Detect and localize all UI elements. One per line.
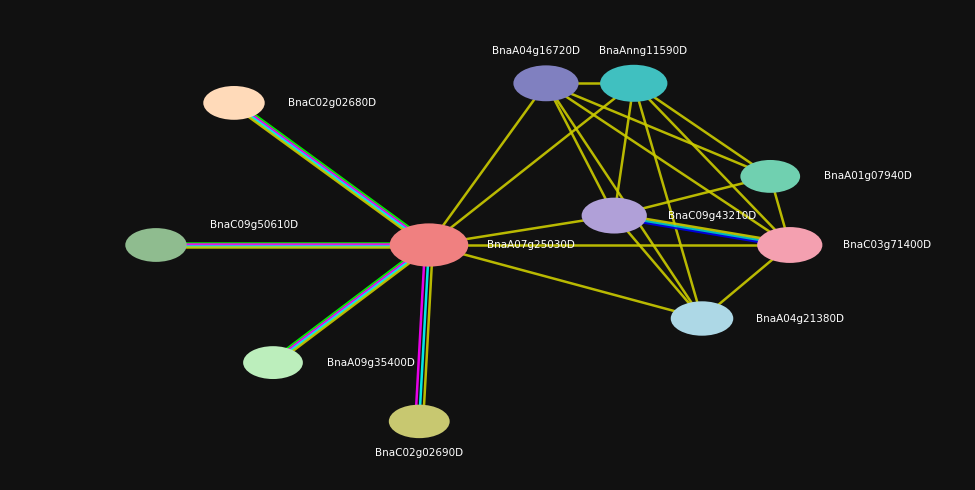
Ellipse shape bbox=[514, 65, 578, 101]
Ellipse shape bbox=[671, 301, 733, 336]
Text: BnaC09g50610D: BnaC09g50610D bbox=[210, 220, 297, 230]
Text: BnaA01g07940D: BnaA01g07940D bbox=[824, 172, 912, 181]
Text: BnaC03g71400D: BnaC03g71400D bbox=[843, 240, 931, 250]
Ellipse shape bbox=[758, 227, 822, 263]
Ellipse shape bbox=[740, 160, 800, 193]
Ellipse shape bbox=[600, 65, 668, 102]
Ellipse shape bbox=[243, 346, 303, 379]
Text: BnaC09g43210D: BnaC09g43210D bbox=[668, 211, 757, 220]
Ellipse shape bbox=[203, 86, 265, 120]
Ellipse shape bbox=[389, 405, 449, 438]
Text: BnaA04g16720D: BnaA04g16720D bbox=[492, 47, 580, 56]
Text: BnaA09g35400D: BnaA09g35400D bbox=[327, 358, 414, 368]
Text: BnaC02g02690D: BnaC02g02690D bbox=[375, 448, 463, 458]
Text: BnaC02g02680D: BnaC02g02680D bbox=[288, 98, 375, 108]
Ellipse shape bbox=[582, 197, 646, 234]
Text: BnaAnng11590D: BnaAnng11590D bbox=[600, 47, 687, 56]
Ellipse shape bbox=[390, 223, 468, 267]
Text: BnaA07g25030D: BnaA07g25030D bbox=[488, 240, 575, 250]
Text: BnaA04g21380D: BnaA04g21380D bbox=[756, 314, 843, 323]
Ellipse shape bbox=[125, 228, 187, 262]
